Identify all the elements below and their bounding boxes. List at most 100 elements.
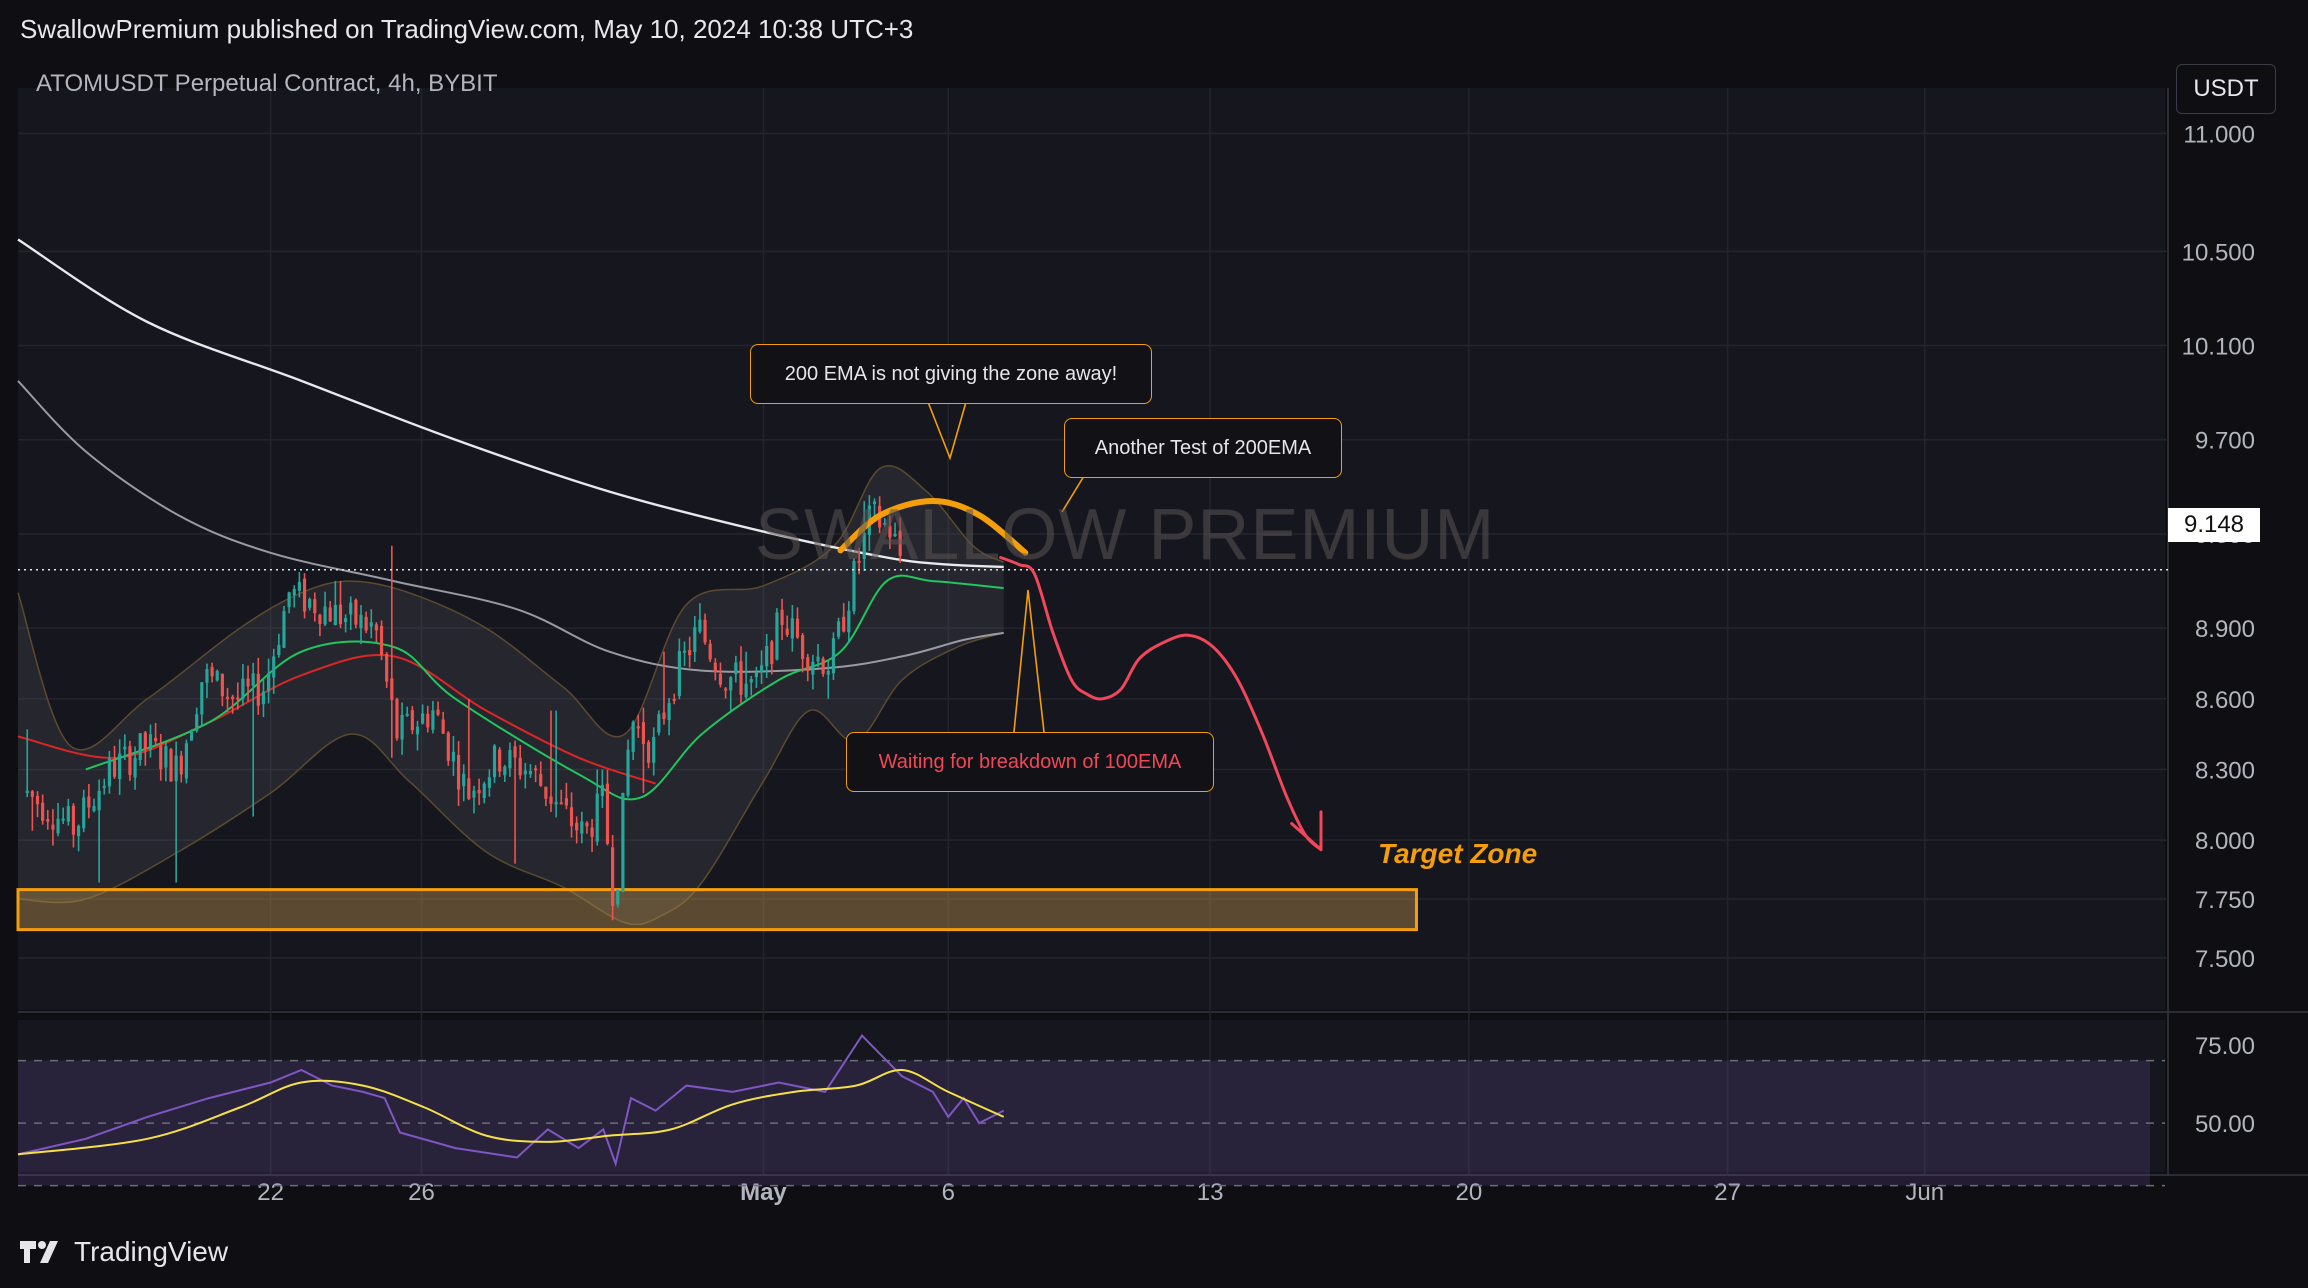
candle-body [790, 618, 794, 639]
candle-body [410, 710, 414, 731]
candle-body [456, 754, 461, 790]
candle-body [806, 657, 810, 672]
y-tick-label: 8.000 [2195, 828, 2255, 855]
candle-body [883, 522, 887, 525]
candle-body [641, 722, 646, 745]
ema-100-line [17, 380, 1004, 673]
candle-body [184, 743, 189, 779]
candle-body [888, 526, 892, 538]
candle-body [857, 560, 861, 563]
candle-body [780, 609, 784, 625]
candle-body [354, 599, 358, 625]
candle-body [826, 670, 830, 675]
candle-body [76, 825, 81, 837]
candle-body [549, 796, 553, 804]
callout-100ema-breakdown: Waiting for breakdown of 100EMA [846, 732, 1214, 792]
rsi-tick-label: 75.00 [2195, 1033, 2255, 1060]
candle-body [128, 746, 132, 775]
candle-body [266, 673, 271, 692]
forecast-arrowhead [1290, 810, 1323, 852]
x-tick-label: 26 [408, 1179, 435, 1206]
candle-body [390, 678, 394, 701]
candle-body [143, 732, 147, 750]
candle-body [46, 819, 50, 822]
callout-breakdown-pointer [1013, 589, 1045, 733]
x-tick-label: May [740, 1179, 787, 1206]
candle-body [600, 784, 604, 797]
candle-body [87, 796, 91, 808]
x-tick-label: Jun [1905, 1179, 1944, 1206]
bollinger-upper-line [17, 465, 1005, 751]
candle-body [133, 757, 137, 778]
candle-body [554, 801, 558, 805]
symbol-title[interactable]: ATOMUSDT Perpetual Contract, 4h, BYBIT [36, 70, 498, 97]
candle-body [539, 773, 543, 786]
candle-body [107, 758, 111, 787]
candle-body [97, 790, 101, 811]
y-tick-label: 7.500 [2195, 946, 2255, 973]
main-pane-background [18, 88, 2165, 1010]
candle-body [523, 770, 527, 775]
candle-body [492, 745, 497, 778]
y-tick-label: 8.900 [2195, 616, 2255, 643]
currency-button[interactable]: USDT [2176, 64, 2276, 114]
callout-200ema-pointer [927, 401, 967, 461]
candle-body [241, 678, 245, 699]
rsi-ma-line [17, 1068, 1005, 1156]
candle-body [847, 610, 851, 633]
candle-body [215, 670, 219, 681]
candle-body [759, 665, 764, 673]
candle-body [123, 746, 127, 750]
candle-body [164, 746, 168, 768]
forecast-path [999, 556, 1323, 852]
tradingview-logo-icon [20, 1241, 58, 1263]
candle-body [292, 589, 296, 596]
candle-body [585, 822, 589, 827]
candle-body [559, 802, 563, 805]
candle-body [688, 650, 692, 656]
candle-body [323, 606, 327, 625]
callout-test-pointer [1061, 475, 1085, 513]
y-tick-label: 7.750 [2195, 887, 2255, 914]
candle-body [657, 714, 661, 733]
candle-body [246, 678, 250, 687]
candle-body [66, 806, 70, 822]
candle-body [92, 806, 96, 811]
candle-body [30, 791, 34, 797]
candle-body [816, 656, 820, 662]
candle-body [426, 713, 430, 728]
candle-body [195, 714, 199, 731]
y-tick-label: 9.700 [2195, 428, 2255, 455]
candle-body [318, 614, 322, 624]
candle-body [605, 783, 610, 844]
candle-body [51, 824, 55, 830]
candle-body [282, 611, 286, 648]
tradingview-brand[interactable]: TradingView [20, 1236, 228, 1268]
candle-body [528, 771, 533, 775]
x-tick-label: 27 [1714, 1179, 1741, 1206]
current-price-tag: 9.148 [2168, 508, 2260, 542]
candle-body [154, 737, 158, 742]
candle-body [462, 773, 466, 787]
candle-body [148, 734, 153, 750]
callout-200ema-zone: 200 EMA is not giving the zone away! [750, 344, 1152, 404]
bollinger-band-fill [18, 465, 1004, 925]
candle-body [821, 658, 825, 674]
candle-body [138, 733, 142, 760]
candle-body [451, 751, 456, 762]
candle-body [328, 607, 332, 622]
y-tick-label: 10.100 [2182, 334, 2255, 361]
rsi-line [17, 1034, 1005, 1168]
candle-body [611, 847, 615, 906]
candle-body [898, 530, 902, 556]
candle-body [277, 644, 281, 655]
target-zone-label: Target Zone [1378, 838, 1538, 869]
candle-body [421, 713, 425, 724]
candle-body [272, 656, 276, 678]
candle-body [626, 749, 630, 796]
candle-body [436, 709, 440, 715]
candle-body [395, 699, 399, 739]
candle-body [102, 785, 106, 788]
candle-body [25, 790, 29, 794]
